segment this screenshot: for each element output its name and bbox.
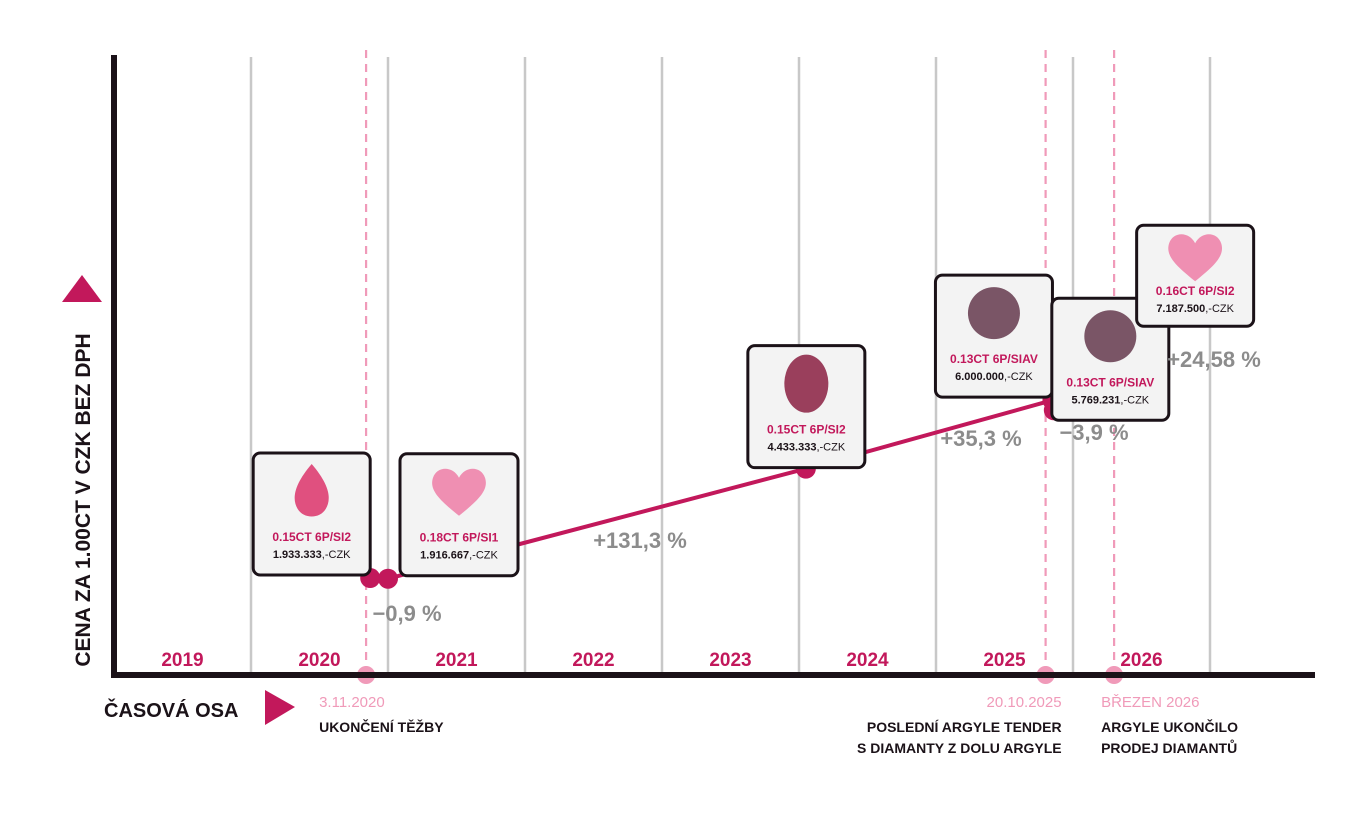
stone-card: 0.15CT 6P/SI2 4.433.333,-CZK [746,344,867,470]
stone-card: 0.13CT 6P/SIAV 6.000.000,-CZK [933,273,1054,399]
event-label: ARGYLE UKONČILO [1101,718,1238,735]
stone-name: 0.13CT 6P/SIAV [950,352,1038,366]
data-point [378,568,398,589]
change-label: −3,9 % [1059,420,1128,445]
year-label: 2023 [709,650,751,671]
round-diamond-icon [1084,310,1137,363]
stone-price: 7.187.500,-CZK [1156,303,1234,315]
stone-name: 0.13CT 6P/SIAV [1066,375,1154,389]
axes [111,55,1315,678]
pear-diamond-icon [294,464,329,517]
event-label: POSLEDNÍ ARGYLE TENDER [867,719,1062,735]
stone-price: 1.933.333,-CZK [273,549,351,561]
event-label: S DIAMANTY Z DOLU ARGYLE [857,740,1062,756]
x-axis-arrow-icon [265,690,295,725]
event-label: UKONČENÍ TĚŽBY [319,718,444,735]
stone-name: 0.15CT 6P/SI2 [272,530,351,544]
stone-price: 4.433.333,-CZK [768,442,846,454]
change-label: −0,9 % [372,601,441,626]
stone-name: 0.16CT 6P/SI2 [1156,284,1235,298]
stone-price: 1.916.667,-CZK [420,550,498,562]
y-axis-label: CENA ZA 1.00CT V CZK BEZ DPH [72,333,95,666]
stone-price: 6.000.000,-CZK [955,371,1033,383]
year-label: 2022 [572,650,614,671]
year-label: 2019 [161,650,203,671]
event-date: 20.10.2025 [987,694,1062,711]
stone-cards: 0.15CT 6P/SI2 1.933.333,-CZK 0.18CT 6P/SI1… [251,223,1256,578]
stone-card: 0.13CT 6P/SIAV 5.769.231,-CZK [1050,296,1171,422]
y-axis-arrow-icon [62,275,102,302]
oval-diamond-icon [784,354,829,413]
event-label: PRODEJ DIAMANTŮ [1101,738,1237,756]
stone-card: 0.15CT 6P/SI2 1.933.333,-CZK [251,451,372,577]
round-diamond-icon [967,287,1020,340]
stone-name: 0.18CT 6P/SI1 [420,531,499,545]
year-label: 2020 [298,650,340,671]
stone-price: 5.769.231,-CZK [1071,394,1149,406]
year-labels: 2019 2020 2021 2022 2023 2024 2025 2026 [161,650,1162,671]
change-labels: −0,9 % +131,3 % +35,3 % −3,9 % +24,58 % [372,347,1260,626]
heart-diamond-icon [1168,234,1223,282]
year-label: 2025 [983,650,1026,671]
x-axis-label: ČASOVÁ OSA [104,698,238,722]
event-date: BŘEZEN 2026 [1101,694,1199,711]
year-label: 2021 [435,650,478,671]
stone-card: 0.18CT 6P/SI1 1.916.667,-CZK [398,452,520,578]
stone-card: 0.16CT 6P/SI2 7.187.500,-CZK [1135,223,1256,328]
stone-name: 0.15CT 6P/SI2 [767,423,846,437]
year-label: 2024 [846,650,889,671]
axis-titles: CENA ZA 1.00CT V CZK BEZ DPH ČASOVÁ OSA [62,275,295,725]
heart-diamond-icon [432,468,486,516]
event-date: 3.11.2020 [319,694,385,711]
change-label: +35,3 % [940,426,1021,451]
change-label: +24,58 % [1167,347,1261,372]
change-label: +131,3 % [593,528,687,553]
year-label: 2026 [1120,650,1162,671]
